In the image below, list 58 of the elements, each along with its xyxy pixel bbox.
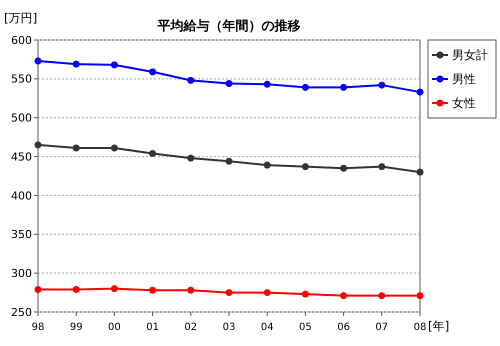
y-tick-label: 500 [11,112,32,125]
point [302,163,309,170]
point [340,292,348,300]
point [110,285,118,292]
y-tick-label: 450 [11,150,32,164]
point [187,286,194,294]
point [34,57,42,64]
point [340,84,348,91]
x-axis-title: [年] [428,319,450,333]
point [34,141,42,148]
point [378,292,386,300]
x-tick-label: 03 [222,322,236,333]
chart-title: 平均給与（年間）の推移 [156,19,300,34]
x-tick-label: 02 [184,322,198,333]
point [302,84,309,91]
point [264,289,271,296]
y-tick-label: 300 [11,266,32,280]
x-tick-label: 05 [299,322,312,333]
legend-label: 男性 [452,72,476,86]
point [264,80,271,88]
point [378,163,386,170]
x-tick-label: 99 [70,322,83,333]
y-tick-label: 600 [11,34,32,47]
x-tick-label: 04 [260,322,274,333]
x-tick-label: 08 [414,322,426,333]
point [226,289,232,296]
y-tick-label: 550 [11,72,32,86]
point [72,144,80,152]
point [416,88,424,96]
point [226,158,232,165]
point [110,61,118,68]
legend-label: 男女計 [452,48,488,62]
x-tick-label: 07 [375,322,388,333]
point [187,76,194,84]
point [149,286,156,294]
y-tick-label: 350 [11,228,32,242]
point [72,60,80,68]
point [416,168,424,176]
legend-label: 女性 [452,96,476,110]
x-tick-label: 98 [32,322,44,333]
y-tick-label: 250 [11,306,32,319]
point [34,286,42,293]
point [149,150,156,157]
x-tick-label: 06 [337,322,350,333]
point [416,292,424,300]
point [378,82,386,89]
x-tick-label: 00 [108,322,121,333]
point [110,144,118,152]
point [226,80,232,88]
point [72,286,80,293]
point [302,290,309,298]
y-tick-label: 400 [11,189,32,202]
y-axis-title: [万円] [4,11,38,25]
point [340,164,348,172]
x-tick-label: 01 [146,322,159,333]
point [187,154,194,162]
point [264,162,271,169]
point [149,68,156,76]
